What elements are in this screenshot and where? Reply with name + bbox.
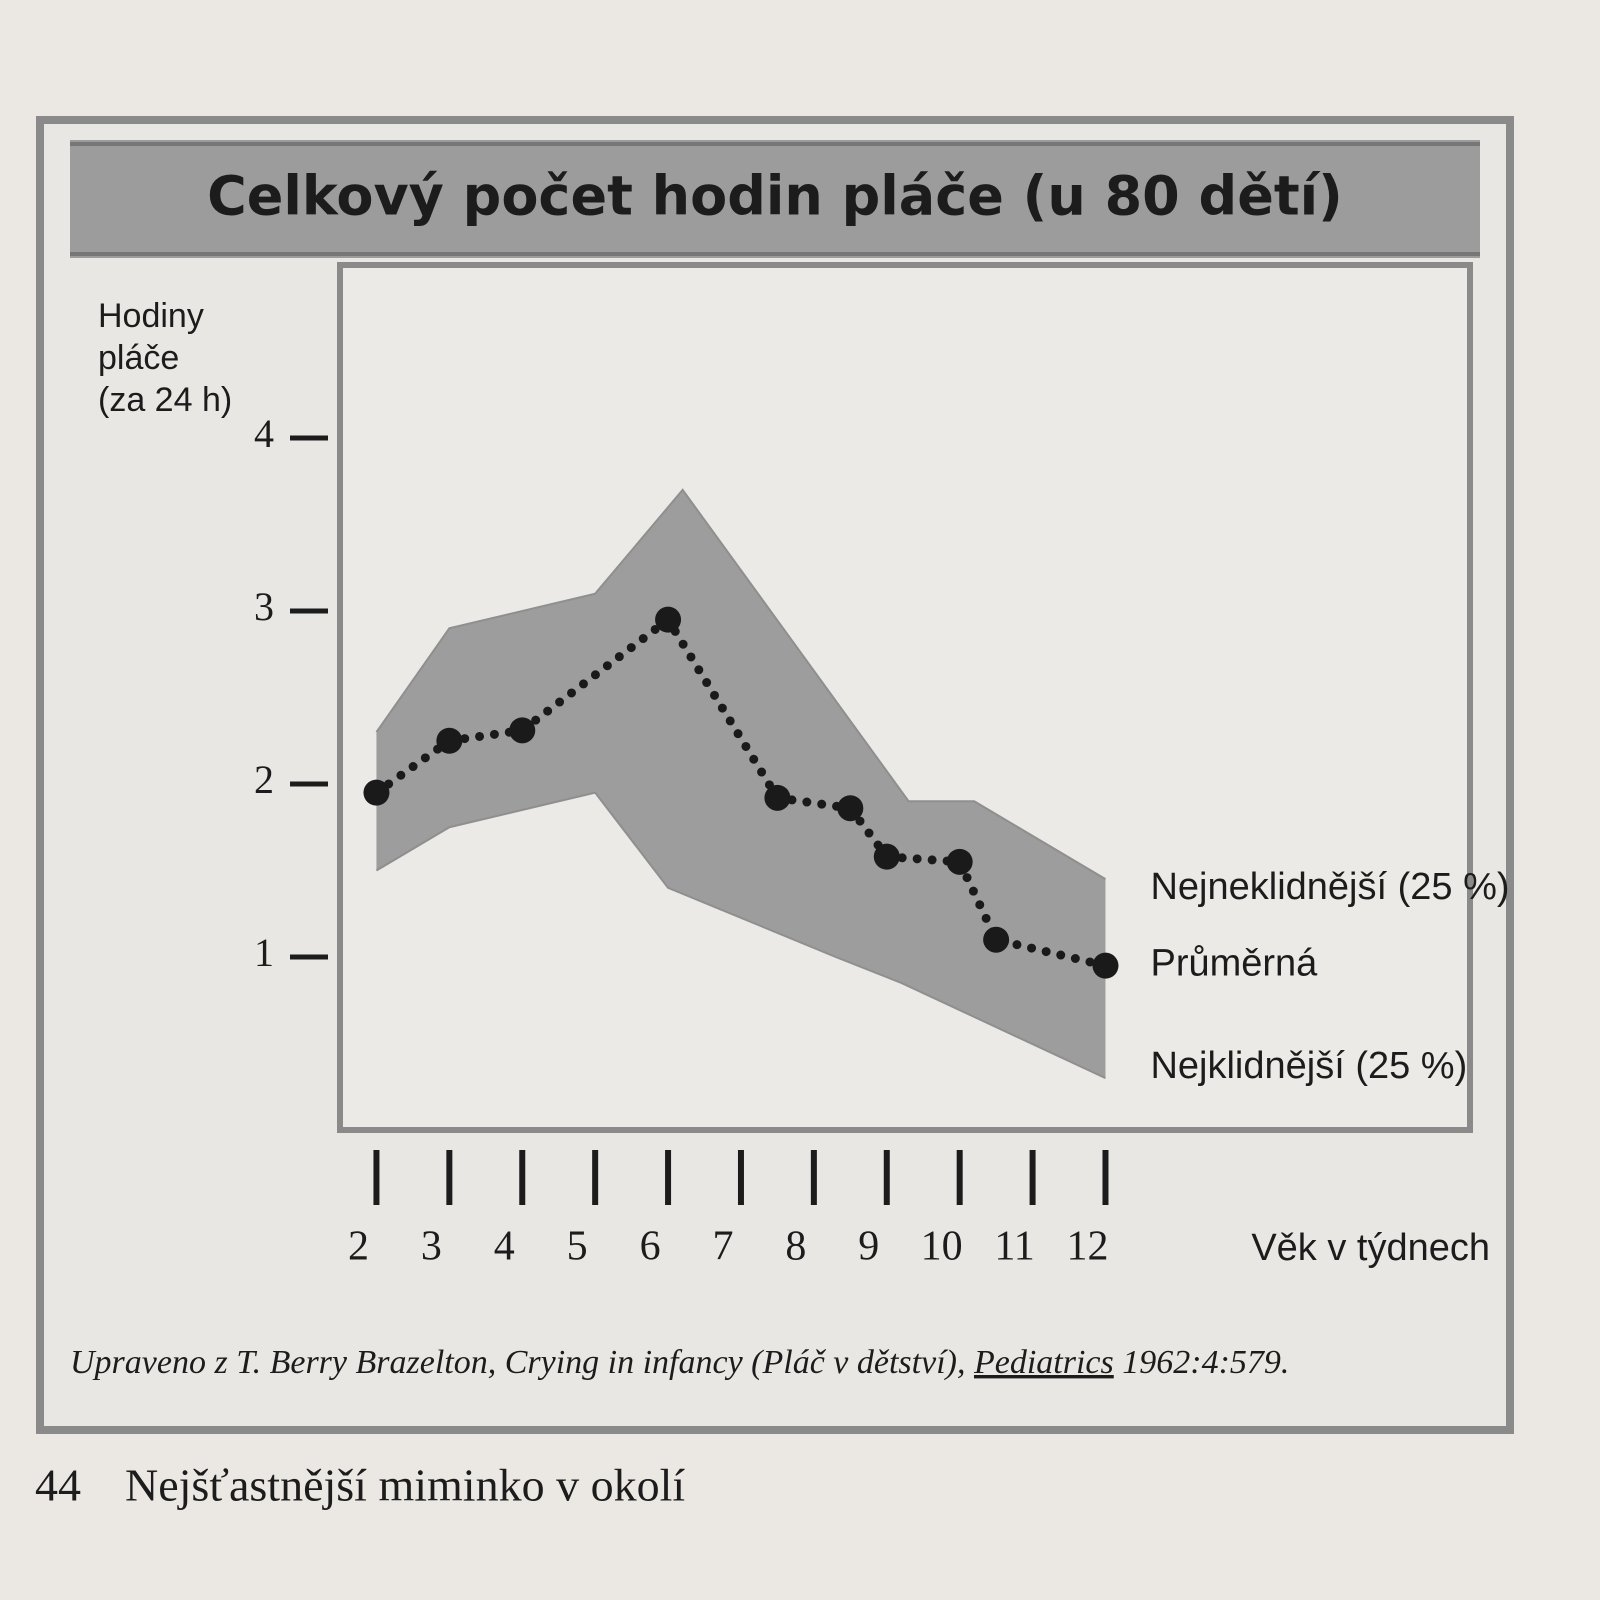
x-tick-label: 8 [785,1224,806,1270]
x-tick-label: 6 [640,1224,661,1270]
x-tick-label: 5 [567,1224,588,1270]
x-tick-label: 10 [921,1224,963,1270]
average-point [509,717,536,744]
legend-label: Průměrná [1150,943,1318,985]
band-edge [375,791,1106,1080]
y-tick-label: 1 [254,930,274,975]
source-note: Upraveno z T. Berry Brazelton, Crying in… [70,1344,1289,1381]
average-point [655,606,682,633]
x-tick-label: 12 [1066,1224,1108,1270]
x-tick-label: 7 [712,1224,733,1270]
title-banner [70,140,1480,258]
y-axis-label: Hodiny [98,297,204,335]
x-tick-label: 4 [494,1224,515,1270]
average-point [363,779,390,806]
x-axis-label: Věk v týdnech [1251,1227,1490,1269]
source-text: Upraveno z T. Berry Brazelton, Crying in… [70,1344,965,1381]
x-tick-label: 3 [421,1224,442,1270]
x-tick-label: 9 [858,1224,879,1270]
page-title: Nejšťastnější miminko v okolí [125,1460,685,1511]
x-tick-label: 11 [994,1224,1034,1270]
average-point [837,795,864,822]
average-point [873,843,900,870]
average-point [983,926,1010,953]
band-fill [376,489,1106,1079]
source-journal: Pediatrics [973,1344,1114,1381]
page-number: 44 [35,1460,81,1511]
average-point [764,784,791,811]
legend-label: Nejneklidnější (25 %) [1150,866,1509,908]
y-tick-label: 3 [254,584,274,629]
y-axis-label: pláče [98,339,179,377]
chart-title: Celkový počet hodin pláče (u 80 dětí) [207,165,1343,228]
source-citation: 1962:4:579. [1122,1344,1289,1381]
average-point [946,848,973,875]
legend-label: Nejklidnější (25 %) [1150,1045,1467,1087]
x-tick-label: 2 [348,1224,369,1270]
average-line [371,613,1110,971]
y-axis-label: (za 24 h) [98,381,232,419]
average-point [436,727,463,754]
average-point [1092,952,1119,979]
y-tick-label: 4 [254,411,274,456]
y-tick-label: 2 [254,757,274,802]
band-edge [375,488,1106,881]
